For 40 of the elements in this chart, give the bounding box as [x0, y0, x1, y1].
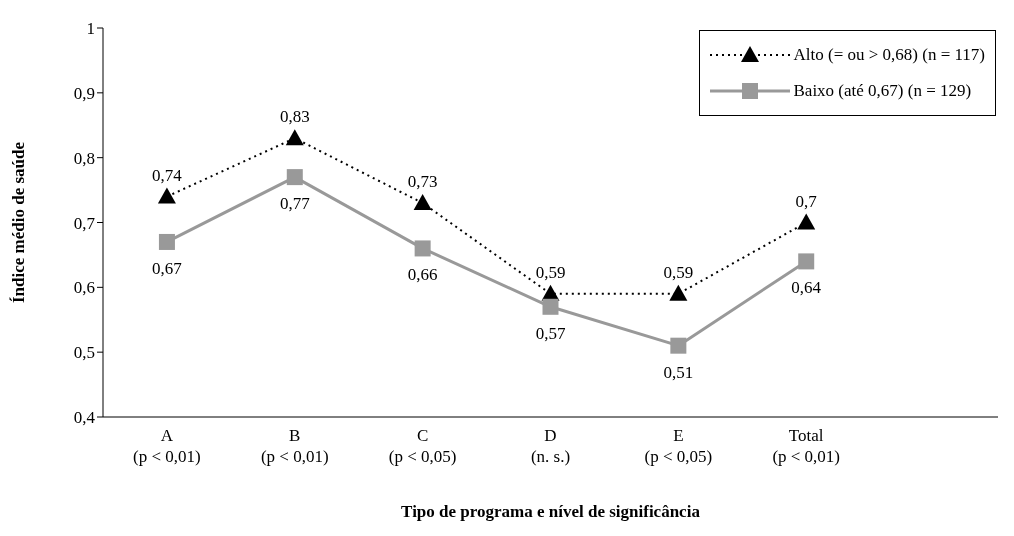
- data-label: 0,51: [663, 362, 694, 382]
- data-label: 0,64: [791, 278, 822, 298]
- point: [286, 169, 303, 186]
- x-tick-label: Total (p < 0,01): [772, 426, 841, 466]
- data-label: 0,57: [535, 323, 566, 343]
- data-label: 0,7: [795, 191, 818, 211]
- data-label: 0,77: [279, 194, 311, 214]
- data-label: 0,67: [152, 258, 183, 278]
- point: [285, 129, 304, 146]
- point: [414, 240, 431, 257]
- data-label: 0,59: [663, 262, 694, 282]
- data-label: 0,66: [407, 265, 438, 285]
- data-label: 0,73: [407, 172, 438, 192]
- data-label: 0,59: [535, 262, 566, 282]
- data-label: 0,74: [152, 165, 183, 185]
- x-tick-label: B (p < 0,01): [260, 426, 329, 466]
- x-tick-label: D (n. s.): [530, 426, 571, 466]
- point: [798, 253, 815, 270]
- point: [797, 213, 816, 230]
- point: [413, 194, 432, 211]
- point: [157, 187, 176, 204]
- point: [158, 233, 175, 250]
- x-tick-label: C (p < 0,05): [388, 426, 457, 466]
- y-tick-label: 0,9: [73, 83, 95, 103]
- point: [542, 298, 559, 315]
- legend-label: Alto (= ou > 0,68) (n = 117): [793, 45, 985, 65]
- x-tick-label: E (p < 0,05): [644, 426, 713, 466]
- y-axis-title: Índice médio de saúde: [9, 141, 29, 304]
- y-tick-label: 1: [86, 19, 95, 39]
- y-tick-label: 0,4: [73, 408, 96, 428]
- legend-label: Baixo (até 0,67) (n = 129): [793, 81, 972, 101]
- point: [670, 337, 687, 354]
- y-tick-label: 0,5: [73, 343, 95, 363]
- point: [669, 284, 688, 301]
- data-label: 0,83: [279, 107, 310, 127]
- y-tick-label: 0,8: [73, 148, 95, 168]
- x-axis-title: Tipo de programa e nível de significância: [401, 502, 701, 521]
- x-tick-label: A (p < 0,01): [133, 426, 201, 466]
- y-tick-label: 0,7: [73, 213, 96, 233]
- y-tick-label: 0,6: [73, 278, 95, 298]
